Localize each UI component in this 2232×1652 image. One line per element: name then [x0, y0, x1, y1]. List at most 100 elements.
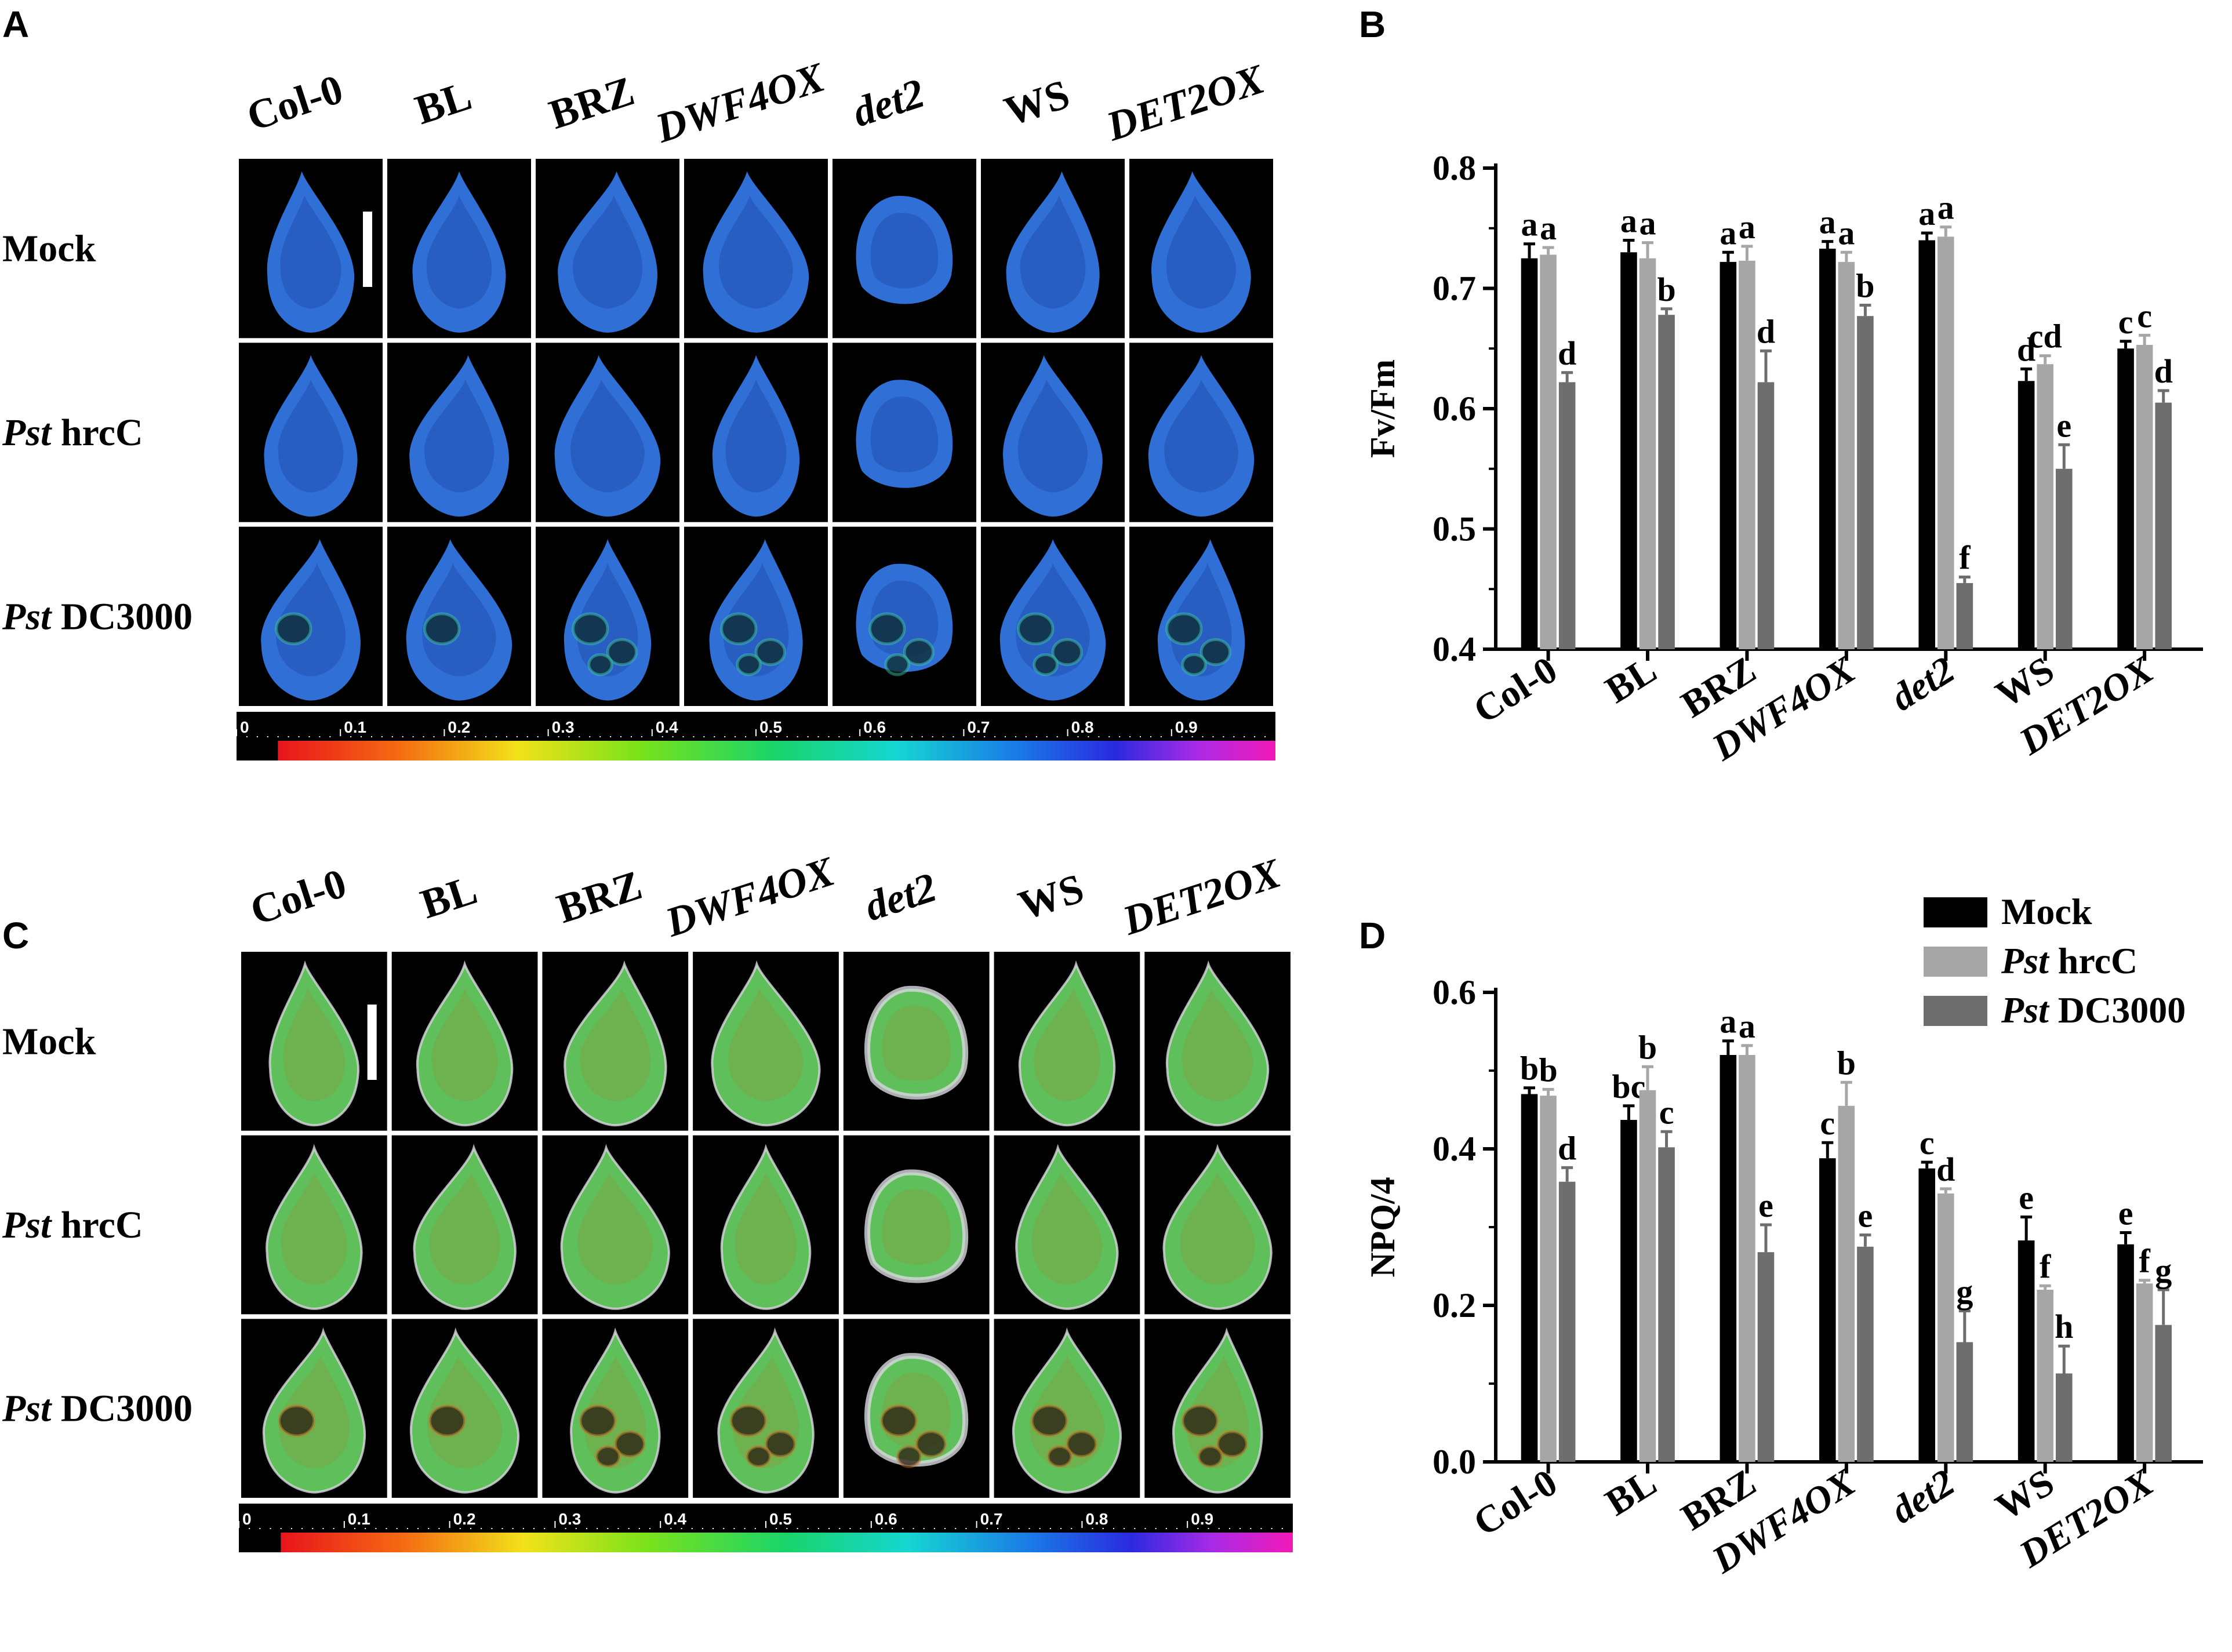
leaf-shape	[1151, 171, 1251, 333]
bar	[1540, 1096, 1557, 1462]
leaf-shape	[856, 195, 953, 304]
leaf-image-tile	[542, 952, 689, 1131]
leaf-shape	[561, 1148, 669, 1309]
color-scale: 0 0.1 0.2 0.3 0.4 0.5 0.6 0.7 0.8 0.9 1	[238, 1504, 1306, 1552]
bar	[1937, 1193, 1954, 1462]
significance-letter: a	[1838, 214, 1855, 252]
x-tick-label: Col-0	[1466, 649, 1564, 732]
y-tick-label: 0.5	[1433, 510, 1476, 548]
bar	[1521, 1094, 1538, 1462]
significance-letter: e	[2019, 1178, 2034, 1216]
leaf-image-tile	[981, 159, 1125, 339]
legend-label: Pst DC3000	[2001, 989, 2186, 1031]
bar	[1739, 260, 1755, 649]
bar	[1956, 583, 1973, 649]
significance-letter: a	[1720, 1003, 1736, 1040]
column-header-det2ox: DET2OX	[1100, 55, 1271, 150]
leaf-image-tile	[387, 526, 531, 706]
y-tick-label: 0.7	[1433, 270, 1476, 308]
significance-letter: h	[2055, 1308, 2073, 1345]
image-panel-c: Col-0 BL BRZ DWF4OX det2 WS DET2OX Mock Pst hrcC…	[2, 847, 1306, 1552]
significance-letter: a	[1540, 209, 1557, 247]
leaf-image-tile	[684, 526, 828, 706]
leaf-shape	[712, 355, 800, 517]
column-header-det2ox: DET2OX	[1117, 849, 1287, 944]
error-bar	[2139, 333, 2151, 345]
legend-label: Mock	[2001, 891, 2092, 932]
error-bar	[2120, 1231, 2132, 1245]
error-bar	[1921, 1160, 1933, 1169]
bar	[2117, 1244, 2134, 1462]
leaf-shape	[261, 539, 361, 701]
color-scale-tick: 0.9	[1175, 718, 1198, 736]
error-bar	[1940, 225, 1952, 237]
bar	[1937, 236, 1954, 649]
leaf-image-tile	[241, 1135, 387, 1315]
error-bar	[1542, 246, 1554, 255]
color-scale-tick: 0.2	[453, 1510, 476, 1528]
leaf-shape	[1016, 1148, 1118, 1309]
color-scale-tick: 0.3	[552, 718, 575, 736]
column-header-brz: BRZ	[551, 861, 648, 932]
bar	[1639, 258, 1656, 649]
leaf-image-tile	[843, 952, 990, 1131]
leaf-image-tile	[387, 343, 531, 522]
leaf-shape	[1013, 1331, 1121, 1493]
column-header-bl: BL	[415, 866, 482, 927]
color-scale-tick: 0.4	[664, 1510, 686, 1528]
significance-letter: b	[1837, 1044, 1856, 1082]
bar	[2017, 1240, 2035, 1462]
y-axis-label: NPQ/4	[1364, 1177, 1402, 1277]
bar	[1838, 1105, 1855, 1462]
bar	[2117, 348, 2134, 649]
column-header-brz: BRZ	[544, 67, 640, 138]
significance-letter: g	[1956, 1272, 1973, 1310]
leaf-shape	[417, 964, 512, 1126]
bar	[2056, 468, 2073, 649]
error-bar	[1958, 1309, 1971, 1342]
significance-letter: e	[2056, 406, 2071, 444]
x-tick-label: BL	[1598, 1461, 1664, 1524]
color-scale-tick: 0.5	[759, 718, 782, 736]
error-bar	[2039, 354, 2051, 365]
leaf-image-tile	[1144, 952, 1291, 1131]
color-scale-tick: 0.7	[980, 1510, 1003, 1528]
significance-letter: c	[2137, 297, 2152, 334]
bar	[2056, 1373, 2073, 1462]
bar	[1918, 240, 1935, 649]
error-bar	[1524, 1086, 1535, 1094]
error-bar	[2139, 1279, 2151, 1284]
error-bar	[2157, 1288, 2169, 1325]
error-bar	[1623, 1104, 1635, 1120]
significance-letter: c	[1920, 1124, 1935, 1162]
error-bar	[1840, 250, 1852, 262]
significance-letter: a	[1739, 1007, 1755, 1045]
leaf-image-tile	[684, 343, 828, 522]
leaf-shape	[263, 1331, 365, 1493]
leaf-image-tile	[542, 1135, 689, 1315]
leaf-shape	[1148, 355, 1255, 517]
leaf-image-tile	[981, 526, 1125, 706]
bar	[1720, 261, 1737, 650]
y-tick-label: 0.4	[1433, 630, 1476, 668]
leaf-shape	[721, 1148, 810, 1309]
bar	[1819, 249, 1836, 649]
leaf-shape	[703, 171, 809, 333]
legend-swatch	[1924, 897, 1987, 927]
y-tick-label: 0.2	[1433, 1286, 1476, 1324]
leaf-shape	[414, 1148, 515, 1309]
leaf-image-tile	[981, 343, 1125, 522]
error-bar	[1660, 307, 1673, 315]
bar	[1838, 261, 1855, 650]
significance-letter: e	[1758, 1187, 1773, 1224]
significance-letter: f	[2040, 1247, 2051, 1285]
column-header-ws: WS	[999, 71, 1075, 135]
color-scale-tick: 0.8	[1085, 1510, 1108, 1528]
leaf-image-tile	[693, 1319, 839, 1498]
leaf-image-tile	[684, 159, 828, 339]
column-header-det2: det2	[847, 70, 930, 136]
x-tick-label: Col-0	[1466, 1461, 1564, 1545]
leaf-shape	[1006, 171, 1100, 333]
